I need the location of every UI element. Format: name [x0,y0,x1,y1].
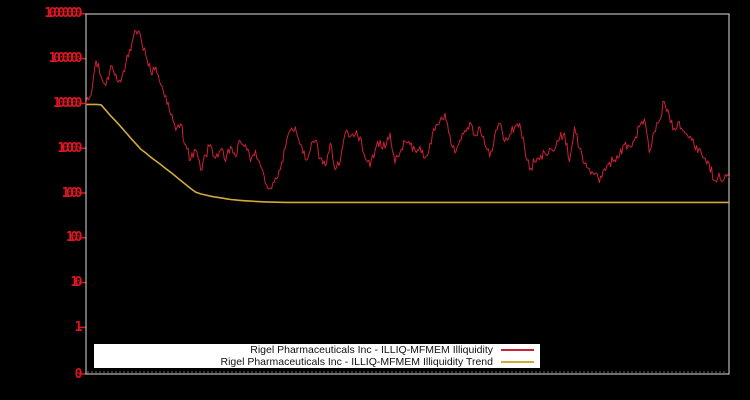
legend-entry-trend: Rigel Pharmaceuticals Inc - ILLIQ-MFMEM … [94,356,540,368]
y-axis-label-10: 10 [70,275,82,291]
y-axis-label-10000: 10000 [57,140,82,156]
illiquidity-trend-line [86,103,729,204]
legend-label-trend: Rigel Pharmaceuticals Inc - ILLIQ-MFMEM … [220,356,493,368]
x-axis-minor-ticks [87,371,725,373]
y-axis-label-1000: 1000 [61,185,83,201]
legend-entry-illiquidity: Rigel Pharmaceuticals Inc - ILLIQ-MFMEM … [94,344,540,356]
legend-label-illiquidity: Rigel Pharmaceuticals Inc - ILLIQ-MFMEM … [250,344,493,356]
legend-box: Rigel Pharmaceuticals Inc - ILLIQ-MFMEM … [94,344,540,368]
y-axis-label-1: 1 [74,319,83,335]
y-axis-label-100: 100 [66,230,82,246]
plot-frame [85,13,730,375]
y-axis-label-0: 0 [74,366,83,382]
y-axis-label-1000000: 1000000 [48,51,83,67]
illiquidity-series-line [85,30,730,190]
legend-line-sample-trend [501,361,534,363]
y-axis-ticks [79,13,86,375]
y-axis-label-100000: 100000 [53,95,82,111]
legend-line-sample-illiquidity [501,349,534,351]
y-axis-label-10000000: 10000000 [44,6,82,22]
